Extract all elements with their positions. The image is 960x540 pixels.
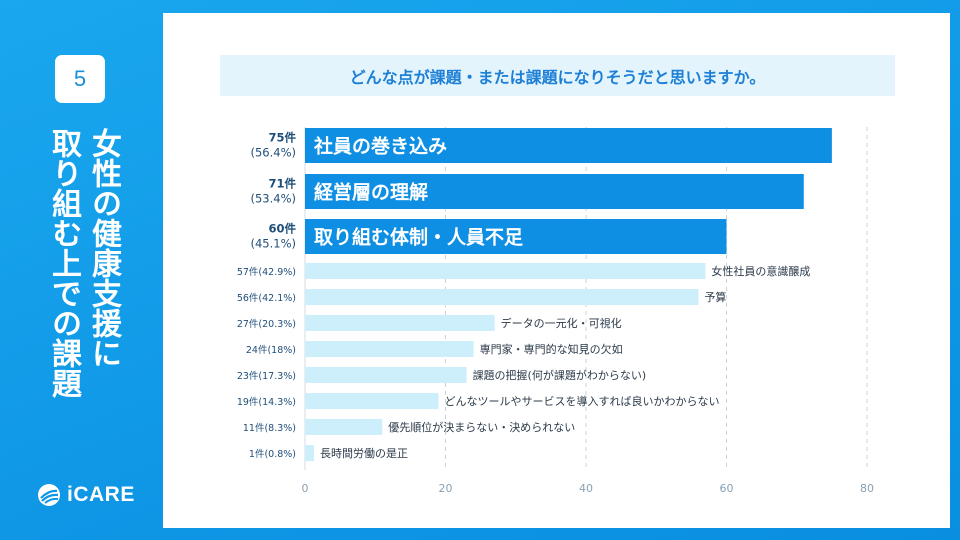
bar-category-label: データの一元化・可視化 — [501, 316, 622, 330]
bar — [305, 341, 474, 357]
slide-title-line1: 女性の健康支援に — [86, 128, 121, 368]
bar — [305, 419, 383, 435]
bar — [305, 315, 495, 331]
bar-category-label: 社員の巻き込み — [313, 135, 447, 158]
bar-category-label: どんなツールやサービスを導入すれば良いかわからない — [444, 394, 719, 408]
bar-category-label: 長時間労働の是正 — [320, 446, 408, 460]
bar-category-label: 優先順位が決まらない・決められない — [388, 420, 575, 434]
bar-count-label: 60件 — [268, 222, 296, 236]
bar-category-label: 経営層の理解 — [314, 181, 428, 204]
bar — [305, 445, 314, 461]
bar — [305, 128, 832, 163]
bar — [305, 289, 699, 305]
bar-value-label: 57件(42.9%) — [237, 266, 296, 278]
bar-value-label: 19件(14.3%) — [237, 396, 296, 408]
question-banner: どんな点が課題・または課題になりそうだと思いますか。 — [220, 55, 895, 96]
bar — [305, 263, 706, 279]
icare-logo-icon — [38, 484, 60, 506]
slide-title-line2: 取り組む上での課題 — [46, 128, 81, 398]
bar-percent-label: (45.1%) — [250, 237, 296, 251]
x-tick-label: 40 — [579, 482, 593, 495]
bar-count-label: 75件 — [268, 131, 296, 145]
icare-logo: iCARE — [37, 482, 135, 508]
bar-percent-label: (53.4%) — [250, 192, 296, 206]
bar-value-label: 56件(42.1%) — [237, 292, 296, 304]
bar-category-label: 女性社員の意識醸成 — [711, 264, 810, 278]
bar-category-label: 取り組む体制・人員不足 — [314, 226, 524, 249]
x-tick-label: 60 — [720, 482, 734, 495]
bar-value-label: 23件(17.3%) — [237, 370, 296, 382]
bar — [305, 174, 804, 209]
bar-category-label: 専門家・専門的な知見の欠如 — [480, 342, 623, 356]
x-tick-label: 20 — [439, 482, 453, 495]
bar-category-label: 課題の把握(何が課題がわからない) — [473, 368, 647, 382]
bar-value-label: 11件(8.3%) — [243, 422, 296, 434]
icare-logo-text: iCARE — [67, 483, 135, 506]
bar-category-label: 予算 — [704, 290, 726, 304]
bar-count-label: 71件 — [268, 177, 296, 191]
bar — [305, 367, 467, 383]
bar-value-label: 27件(20.3%) — [237, 318, 296, 330]
bar — [305, 393, 439, 409]
x-tick-label: 80 — [860, 482, 874, 495]
bar-value-label: 24件(18%) — [246, 344, 296, 356]
slide-number-badge: 5 — [55, 55, 105, 103]
bar-percent-label: (56.4%) — [250, 146, 296, 160]
bar-value-label: 1件(0.8%) — [249, 448, 296, 460]
bar — [305, 219, 727, 254]
x-tick-label: 0 — [302, 482, 309, 495]
